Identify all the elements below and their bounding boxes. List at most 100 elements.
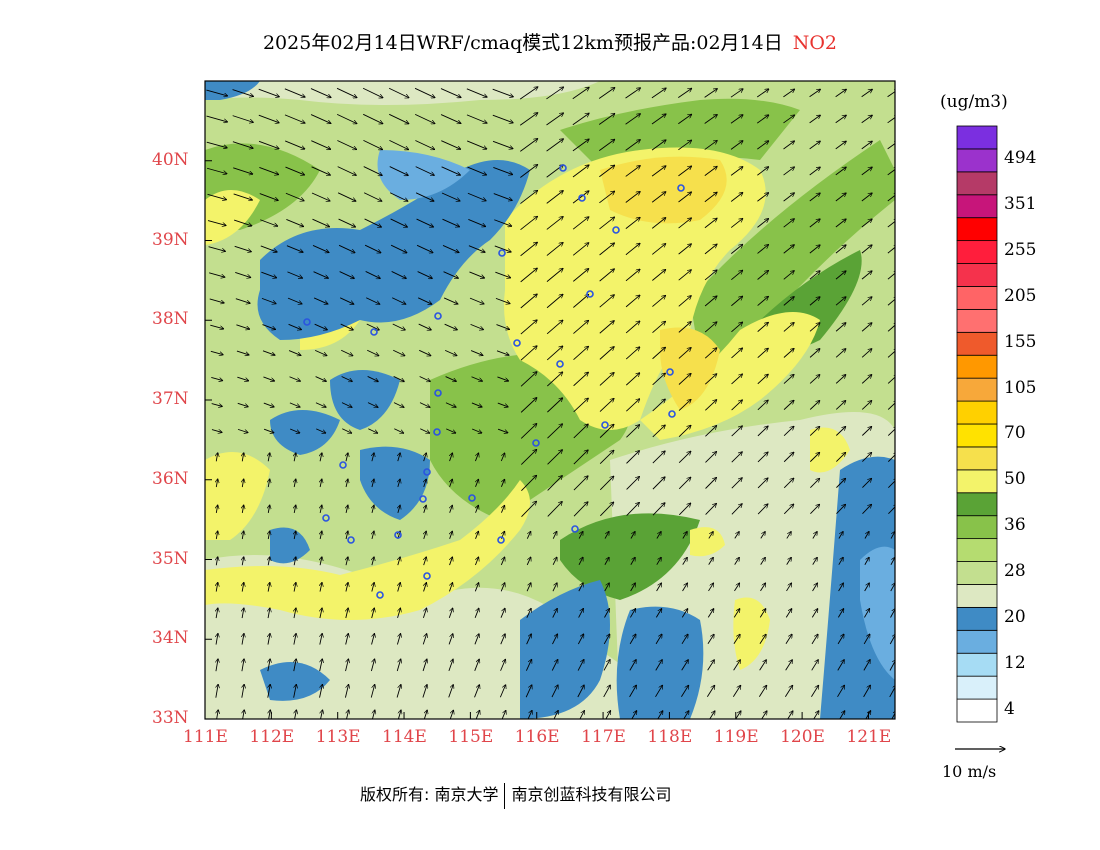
colorbar-swatch [956, 286, 998, 310]
wind-arrow [579, 711, 585, 719]
wind-arrow [340, 323, 354, 330]
colorbar-swatch [956, 354, 998, 379]
wind-arrow [415, 192, 434, 201]
wind-arrow [500, 557, 504, 566]
wind-arrow [320, 453, 322, 462]
station-marker [586, 290, 594, 298]
wind-arrow [424, 453, 427, 462]
wind-arrow [863, 660, 870, 671]
map-title: 2025年02月14日WRF/cmaq模式12km预报产品:02月14日 NO2 [0, 28, 1100, 55]
station-marker [394, 531, 402, 539]
wind-arrow [442, 245, 459, 252]
wind-arrow [237, 428, 248, 432]
wind-arrow [320, 479, 322, 488]
wind-arrow [573, 372, 589, 387]
colorbar-swatch [956, 217, 998, 242]
wind-arrow [704, 348, 717, 359]
station-marker [434, 389, 442, 397]
colorbar-swatch [956, 469, 998, 494]
wind-arrow [519, 113, 538, 126]
wind-arrow [707, 660, 715, 671]
wind-arrow [234, 245, 252, 251]
wind-arrow [341, 349, 353, 355]
wind-arrow [417, 297, 432, 304]
wind-arrow [547, 424, 562, 439]
wind-arrow [445, 376, 457, 382]
wind-arrow [286, 245, 303, 253]
wind-arrow [372, 453, 374, 462]
wind-arrow [362, 87, 383, 98]
wind-arrow [864, 531, 869, 539]
wind-arrow [783, 89, 794, 98]
wind-arrow [578, 583, 583, 592]
wind-arrow [678, 140, 691, 151]
wind-arrow [652, 269, 665, 281]
wind-arrow [260, 219, 277, 226]
wind-arrow [888, 504, 895, 515]
wind-arrow [861, 219, 872, 228]
wind-arrow [216, 531, 217, 540]
wind-arrow [546, 113, 564, 126]
wind-arrow [363, 139, 382, 149]
station-marker [339, 461, 347, 469]
wind-arrow [526, 557, 531, 566]
wind-arrow [520, 449, 536, 465]
wind-arrow [599, 398, 614, 412]
wind-arrow [424, 531, 427, 540]
wind-arrow [424, 505, 426, 513]
wind-arrow [232, 89, 254, 97]
wind-arrow [786, 557, 792, 565]
colorbar-swatch [956, 606, 998, 631]
colorbar-label: 155 [1004, 331, 1037, 352]
wind-arrow [783, 478, 794, 489]
wind-arrow [216, 505, 217, 514]
wind-arrow [207, 220, 226, 226]
wind-arrow [786, 583, 792, 592]
wind-arrow [704, 166, 717, 177]
wind-arrow [314, 323, 328, 330]
wind-arrow [757, 322, 769, 332]
wind-arrow [367, 402, 378, 408]
lon-tick-label: 116E [514, 727, 560, 747]
wind-arrow [809, 349, 820, 358]
wind-arrow [476, 531, 479, 539]
lon-tick-label: 119E [713, 727, 759, 747]
wind-arrow [521, 475, 536, 491]
wind-arrow [294, 505, 296, 514]
wind-arrow [652, 477, 665, 490]
wind-arrow [783, 193, 795, 202]
lon-tick-label: 117E [581, 727, 626, 747]
wind-arrow [861, 323, 872, 332]
wind-arrow [573, 320, 588, 334]
wind-arrow [733, 609, 740, 618]
wind-arrow [258, 140, 279, 148]
wind-arrow [284, 88, 305, 97]
wind-arrow [704, 218, 717, 229]
wind-arrow [520, 320, 537, 335]
wind-arrow [625, 191, 640, 203]
wind-arrow [812, 532, 817, 539]
wind-arrow [445, 402, 456, 407]
wind-arrow [210, 350, 223, 354]
wind-arrow [294, 479, 296, 488]
wind-arrow [730, 167, 743, 176]
wind-arrow [310, 114, 331, 124]
wind-arrow [420, 428, 429, 433]
colorbar-label: 4 [1004, 698, 1015, 719]
wind-arrow [837, 660, 844, 671]
wind-arrow [809, 193, 820, 202]
wind-arrow [346, 505, 348, 513]
wind-arrow [520, 346, 537, 361]
wind-arrow [495, 271, 510, 278]
station-marker [468, 494, 476, 502]
wind-arrow [733, 660, 741, 671]
station-marker [423, 572, 431, 580]
wind-arrow [651, 218, 666, 229]
city-stations [303, 164, 685, 599]
wind-arrow [263, 402, 274, 407]
wind-arrow [599, 347, 614, 360]
wind-arrow [605, 711, 610, 719]
wind-arrow [810, 478, 819, 489]
wind-arrow [367, 376, 379, 381]
wind-arrow [678, 244, 692, 255]
